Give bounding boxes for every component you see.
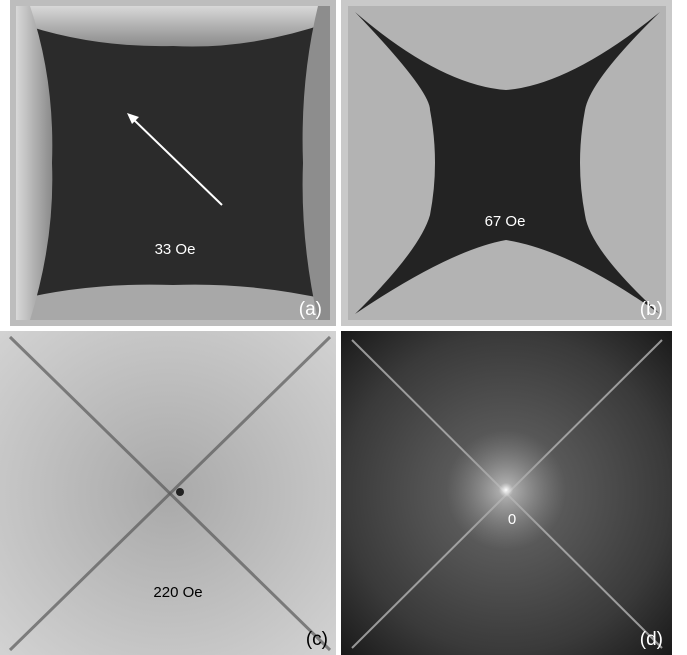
arrow xyxy=(131,117,223,206)
field-label: 0 xyxy=(508,511,516,528)
field-label: 67 Oe xyxy=(485,213,526,230)
bright-center xyxy=(446,430,566,550)
domain-fringe xyxy=(16,284,330,320)
panel-tag: (c) xyxy=(306,629,328,650)
panel-a: 33 Oe (a) xyxy=(10,0,336,326)
panel-d: 0 (d) xyxy=(341,331,672,655)
dark-domain xyxy=(355,12,660,314)
field-label: 220 Oe xyxy=(153,584,202,601)
panel-c: 220 Oe (c) xyxy=(0,331,336,655)
diagonal xyxy=(8,335,332,652)
domain-fringe xyxy=(16,6,53,320)
domain-fringe xyxy=(16,6,330,47)
panel-tag: (d) xyxy=(640,629,663,650)
panel-b: 67 Oe (b) xyxy=(341,0,672,326)
arrow-head xyxy=(127,113,139,124)
panel-tag: (b) xyxy=(640,299,663,320)
center xyxy=(176,488,184,496)
field-label: 33 Oe xyxy=(155,241,196,258)
sample xyxy=(16,6,330,320)
panel-tag: (a) xyxy=(299,299,322,320)
domain-fringe xyxy=(302,6,330,320)
